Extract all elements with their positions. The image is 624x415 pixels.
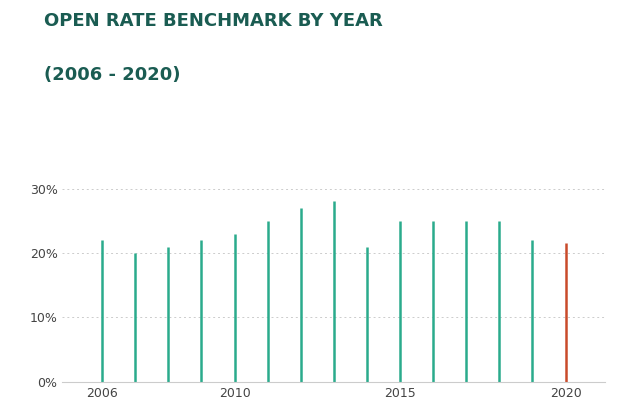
Text: OPEN RATE BENCHMARK BY YEAR: OPEN RATE BENCHMARK BY YEAR xyxy=(44,12,383,30)
Text: (2006 - 2020): (2006 - 2020) xyxy=(44,66,180,84)
